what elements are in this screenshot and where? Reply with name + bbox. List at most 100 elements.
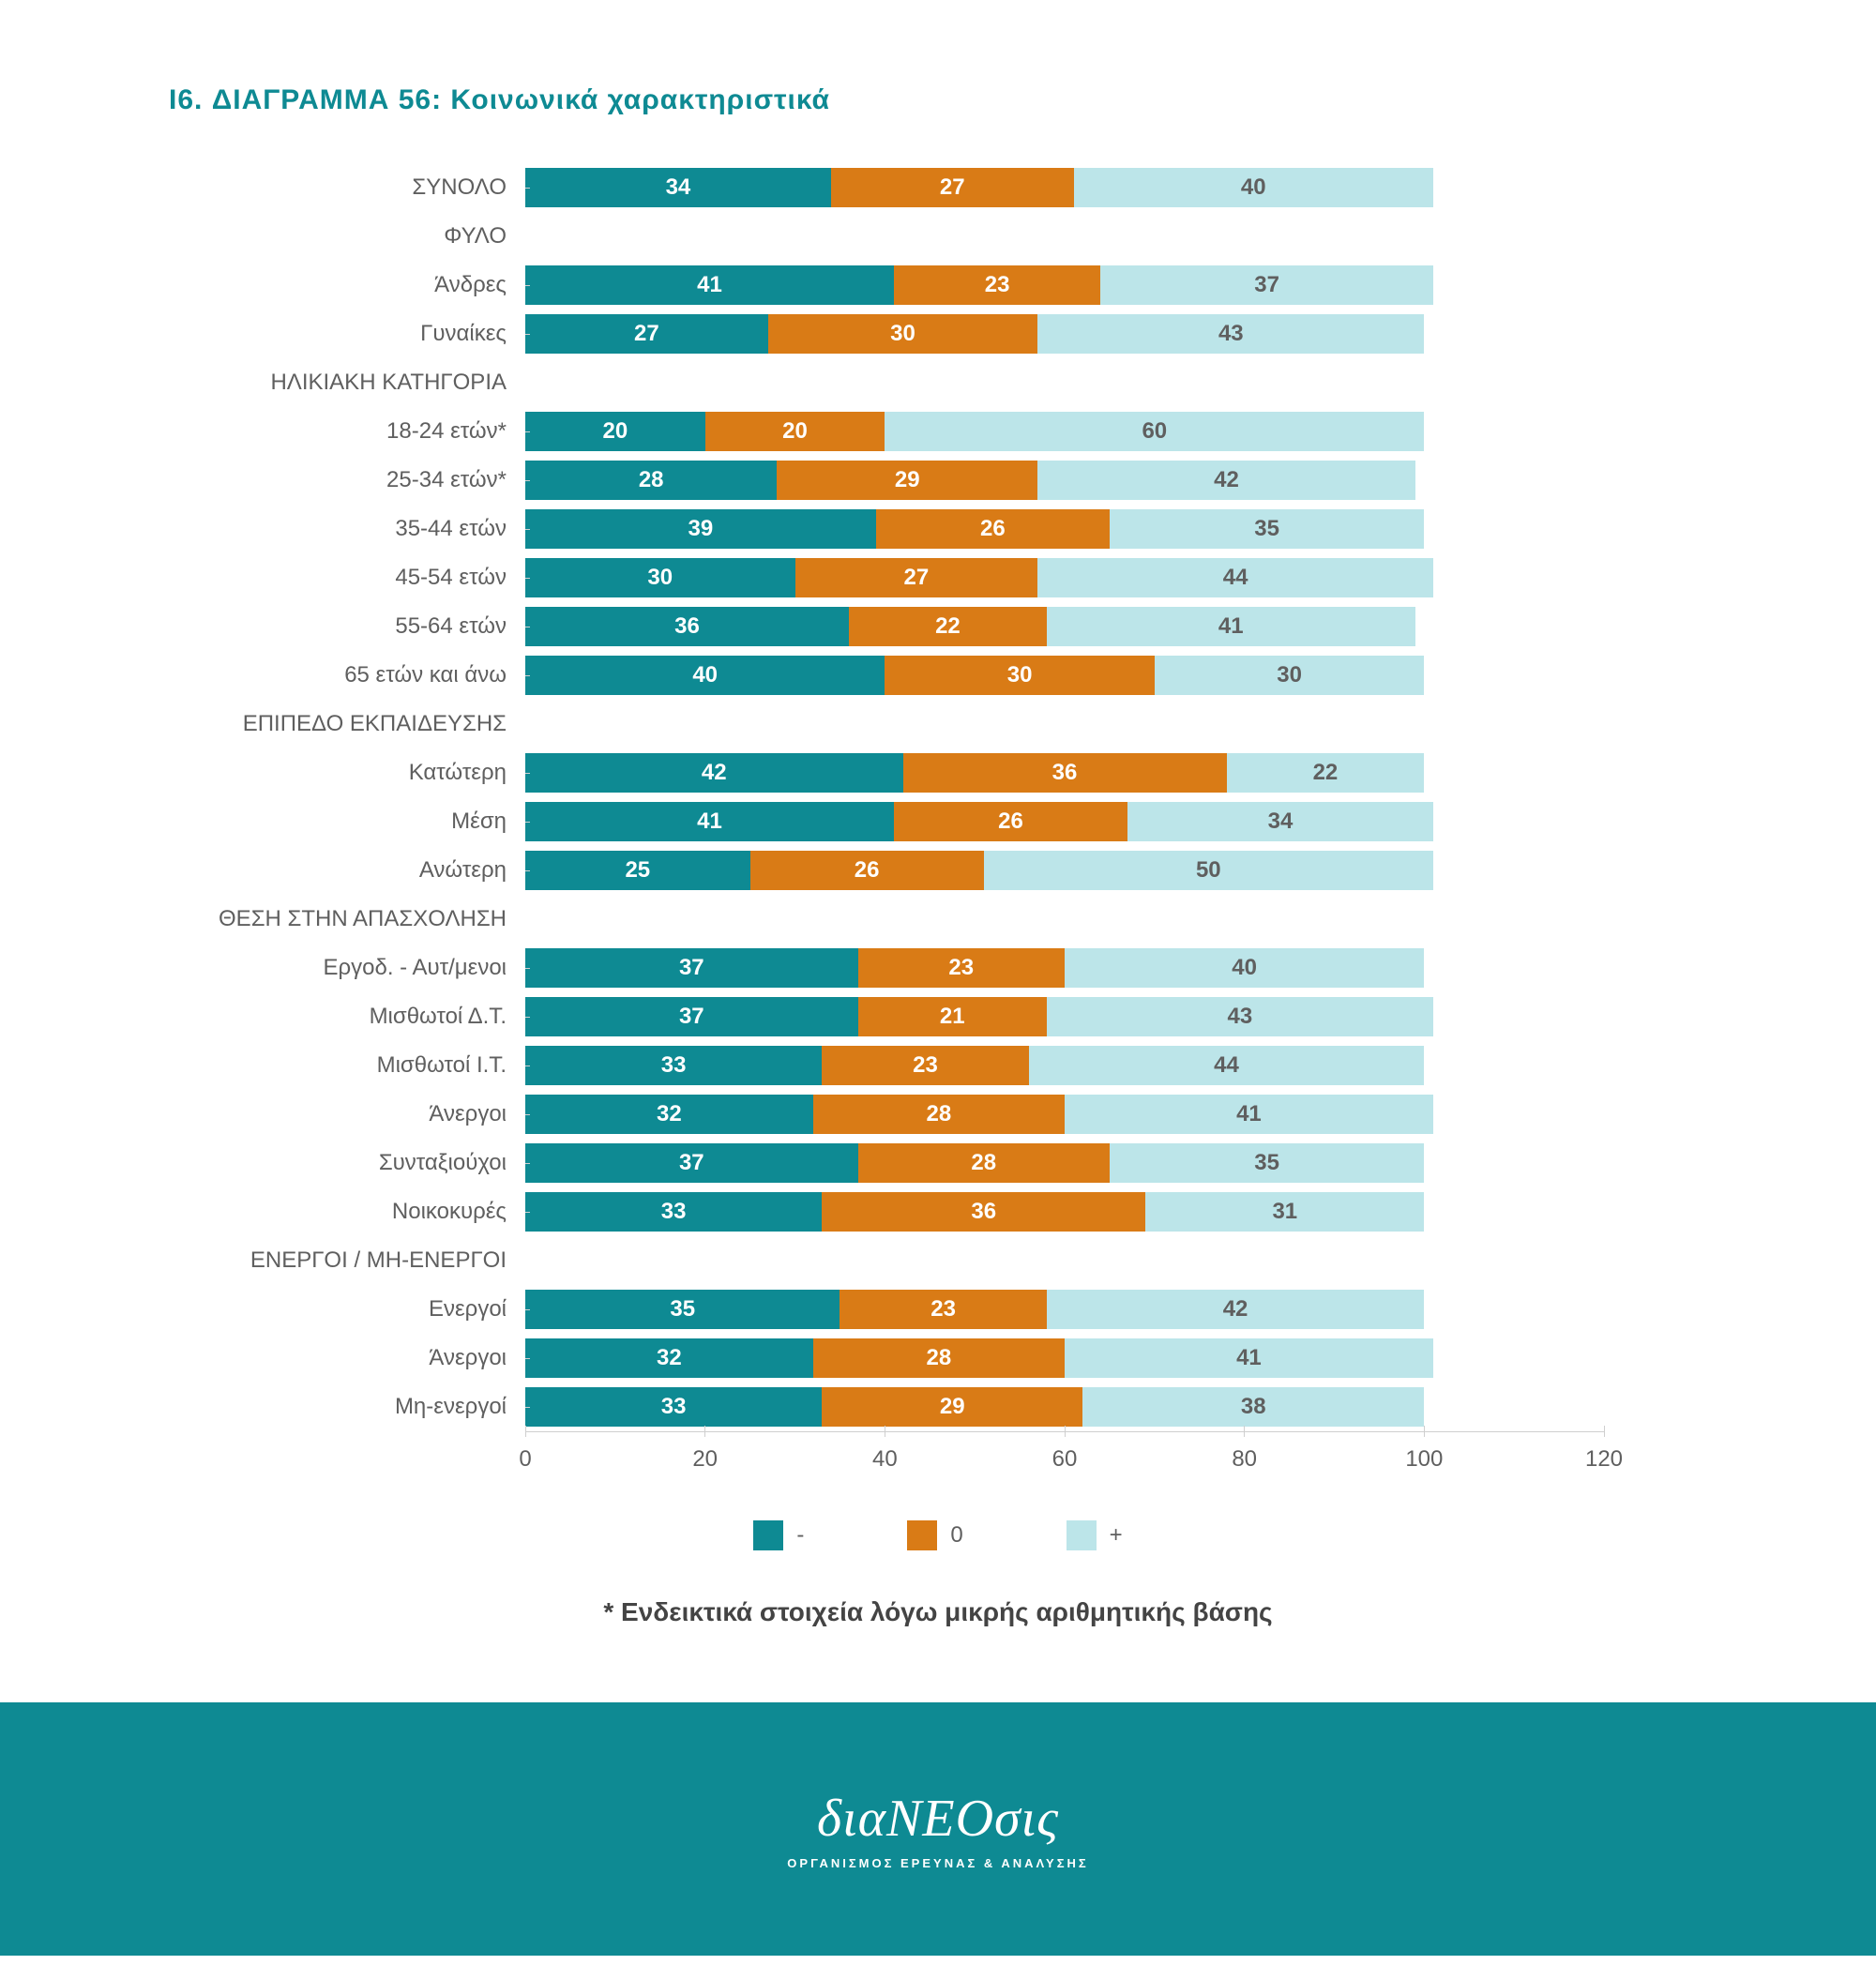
stacked-bar: 392635 [525, 509, 1604, 549]
bar-segment: 23 [822, 1046, 1028, 1085]
bar-segment: 34 [1127, 802, 1433, 841]
bar-segment: 50 [984, 851, 1433, 890]
section-header: ΕΠΙΠΕΔΟ ΕΚΠΑΙΔΕΥΣΗΣ [169, 700, 1707, 748]
bar-segment: 22 [1227, 753, 1425, 793]
bar-segment: 37 [525, 997, 858, 1036]
x-tick-label: 40 [872, 1446, 898, 1473]
bar-segment: 41 [1065, 1338, 1433, 1378]
x-axis: 020406080100120 [169, 1431, 1707, 1497]
data-row: Άνεργοι322841 [169, 1334, 1707, 1383]
legend-swatch [907, 1520, 937, 1550]
bar-segment: 29 [822, 1387, 1082, 1427]
legend-swatch [753, 1520, 783, 1550]
bar-segment: 38 [1082, 1387, 1424, 1427]
bar-segment: 41 [1065, 1095, 1433, 1134]
footnote: * Ενδεικτικά στοιχεία λόγω μικρής αριθμη… [169, 1597, 1707, 1627]
row-label: Άνδρες [169, 272, 525, 298]
bar-segment: 37 [525, 1143, 858, 1183]
x-tick-label: 60 [1052, 1446, 1078, 1473]
footer: διαNEOσις ΟΡΓΑΝΙΣΜΟΣ ΕΡΕΥΝΑΣ & ΑΝΑΛΥΣΗΣ [0, 1702, 1876, 1956]
chart-title: I6. ΔΙΑΓΡΑΜΜΑ 56: Κοινωνικά χαρακτηριστι… [169, 84, 1707, 116]
row-label: Γυναίκες [169, 321, 525, 347]
data-row: Γυναίκες273043 [169, 310, 1707, 358]
stacked-bar: 342740 [525, 168, 1604, 207]
x-tick-label: 20 [692, 1446, 718, 1473]
bar-segment: 27 [831, 168, 1074, 207]
data-row: 25-34 ετών*282942 [169, 456, 1707, 505]
stacked-bar: 252650 [525, 851, 1604, 890]
bar-segment: 27 [795, 558, 1038, 597]
row-label: Ενεργοί [169, 1296, 525, 1323]
bar-segment: 41 [1047, 607, 1415, 646]
bar-segment: 43 [1037, 314, 1424, 354]
bar-segment: 35 [1110, 1143, 1424, 1183]
brand-tagline: ΟΡΓΑΝΙΣΜΟΣ ΕΡΕΥΝΑΣ & ΑΝΑΛΥΣΗΣ [787, 1856, 1088, 1870]
bar-segment: 23 [840, 1290, 1046, 1329]
row-label: Ανώτερη [169, 857, 525, 884]
stacked-bar: 273043 [525, 314, 1604, 354]
row-label: ΘΕΣΗ ΣΤΗΝ ΑΠΑΣΧΟΛΗΣΗ [169, 906, 525, 932]
bar-segment: 42 [1037, 461, 1415, 500]
bar-segment: 43 [1047, 997, 1433, 1036]
bar-segment: 29 [777, 461, 1037, 500]
bar-segment: 23 [894, 265, 1100, 305]
legend-label: + [1110, 1522, 1123, 1549]
x-tick: 80 [1244, 1426, 1246, 1473]
data-row: Μέση412634 [169, 797, 1707, 846]
section-header: ΗΛΙΚΙΑΚΗ ΚΑΤΗΓΟΡΙΑ [169, 358, 1707, 407]
stacked-bar: 362241 [525, 607, 1604, 646]
bar-segment: 26 [894, 802, 1127, 841]
data-row: 55-64 ετών362241 [169, 602, 1707, 651]
stacked-bar: 322841 [525, 1338, 1604, 1378]
data-row: Μισθωτοί Ι.Τ.332344 [169, 1041, 1707, 1090]
row-label: ΦΥΛΟ [169, 223, 525, 249]
bar-segment: 44 [1029, 1046, 1425, 1085]
row-label: 55-64 ετών [169, 613, 525, 640]
bar-segment: 30 [768, 314, 1038, 354]
bar-segment: 35 [1110, 509, 1424, 549]
bar-segment: 32 [525, 1338, 813, 1378]
row-label: ΕΝΕΡΓΟΙ / ΜΗ-ΕΝΕΡΓΟΙ [169, 1247, 525, 1274]
bar-segment: 30 [885, 656, 1155, 695]
data-row: Άνεργοι322841 [169, 1090, 1707, 1139]
bar-segment: 36 [525, 607, 849, 646]
legend-swatch [1067, 1520, 1097, 1550]
bar-segment: 27 [525, 314, 768, 354]
x-tick-label: 0 [519, 1446, 531, 1473]
legend: -0+ [169, 1520, 1707, 1550]
bar-segment: 26 [750, 851, 984, 890]
data-row: Ανώτερη252650 [169, 846, 1707, 895]
x-tick: 0 [524, 1426, 526, 1473]
bar-segment: 39 [525, 509, 876, 549]
data-row: 45-54 ετών302744 [169, 553, 1707, 602]
stacked-bar: 372835 [525, 1143, 1604, 1183]
bar-segment: 44 [1037, 558, 1433, 597]
row-label: Συνταξιούχοι [169, 1150, 525, 1176]
stacked-bar: 372340 [525, 948, 1604, 988]
bar-segment: 32 [525, 1095, 813, 1134]
bar-segment: 33 [525, 1387, 822, 1427]
x-tick-label: 80 [1232, 1446, 1257, 1473]
stacked-bar: 372143 [525, 997, 1604, 1036]
bar-segment: 42 [1047, 1290, 1425, 1329]
stacked-bar: 412337 [525, 265, 1604, 305]
bar-segment: 28 [858, 1143, 1110, 1183]
x-tick: 40 [884, 1426, 885, 1473]
data-row: Νοικοκυρές333631 [169, 1187, 1707, 1236]
bar-segment: 60 [885, 412, 1424, 451]
data-row: ΣΥΝΟΛΟ342740 [169, 163, 1707, 212]
x-tick-label: 120 [1585, 1446, 1623, 1473]
row-label: Άνεργοι [169, 1345, 525, 1371]
stacked-bar: 412634 [525, 802, 1604, 841]
stacked-bar: 332344 [525, 1046, 1604, 1085]
legend-item: + [1067, 1520, 1123, 1550]
bar-segment: 21 [858, 997, 1047, 1036]
bar-segment: 28 [813, 1095, 1065, 1134]
data-row: 65 ετών και άνω403030 [169, 651, 1707, 700]
row-label: Κατώτερη [169, 760, 525, 786]
bar-segment: 42 [525, 753, 903, 793]
bar-segment: 40 [1065, 948, 1424, 988]
bar-segment: 20 [525, 412, 705, 451]
stacked-bar: 332938 [525, 1387, 1604, 1427]
bar-segment: 40 [525, 656, 885, 695]
